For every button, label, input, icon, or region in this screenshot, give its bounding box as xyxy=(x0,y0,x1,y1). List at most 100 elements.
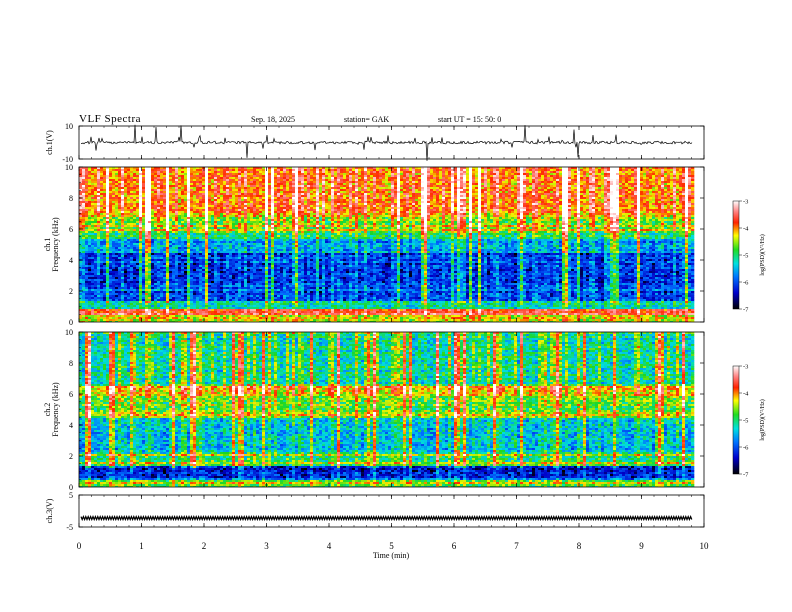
ch1-spectrogram-cell xyxy=(145,289,149,292)
ch1-spectrogram-cell xyxy=(154,319,158,322)
ch1-spectrogram-cell xyxy=(88,213,92,216)
ch1-spectrogram-cell xyxy=(85,311,89,314)
ch1-spectrogram-cell xyxy=(139,287,143,290)
ch1-spectrogram-cell xyxy=(139,205,143,208)
ch1-spectrogram-cell xyxy=(121,179,125,182)
ch1-spectrogram-cell xyxy=(100,189,104,192)
ch1-spectrogram-cell xyxy=(121,269,125,272)
ch1-spectrogram-cell xyxy=(160,245,164,248)
ch1-spectrogram-cell xyxy=(133,311,137,314)
ch1-spectrogram-cell xyxy=(181,271,185,274)
ch1-spectrogram-cell xyxy=(118,299,122,302)
ch1-spectrogram-cell xyxy=(142,189,146,192)
ch1-spectrogram-cell xyxy=(238,269,242,272)
ch1-spectrogram-cell xyxy=(172,235,176,238)
ch1-spectrogram-cell xyxy=(241,273,245,276)
ch1-spectrogram-cell xyxy=(94,203,98,206)
ch1-spectrogram-cell xyxy=(172,251,176,254)
ch1-spectrogram-cell xyxy=(229,269,233,272)
ch1-spectrogram-cell xyxy=(88,227,92,230)
ch1-spectrogram-cell xyxy=(121,245,125,248)
ch1-spectrogram-cell xyxy=(190,253,194,256)
ch1-spectrogram-cell xyxy=(109,285,113,288)
ch1-spectrogram-cell xyxy=(196,209,200,212)
ch1-spectrogram-cell xyxy=(223,215,227,218)
ch1-spectrogram-cell xyxy=(223,227,227,230)
ch1-spectrogram-cell xyxy=(169,257,173,260)
ch1-spectrogram-cell xyxy=(97,255,101,258)
ch1-spectrogram-cell xyxy=(259,317,263,320)
ch1-spectrogram-cell xyxy=(232,217,236,220)
ch1-spectrogram-cell xyxy=(181,267,185,270)
ch1-spectrogram-cell xyxy=(79,187,83,190)
ch1-spectrogram-cell xyxy=(259,289,263,292)
ch1-spectrogram-cell xyxy=(94,245,98,248)
ch1-spectrogram-cell xyxy=(82,185,86,188)
ch1-spectrogram-cell xyxy=(103,185,107,188)
ch1-spectrogram-cell xyxy=(118,289,122,292)
ch1-spectrogram-cell xyxy=(262,301,266,304)
ch1-spectrogram-cell xyxy=(151,317,155,320)
ch1-spectrogram-cell xyxy=(109,191,113,194)
ch1-spectrogram-cell xyxy=(130,249,134,252)
ch1-spectrogram-cell xyxy=(79,167,83,170)
ch1-spectrogram-cell xyxy=(157,195,161,198)
ch1-spectrogram-cell xyxy=(181,209,185,212)
ch1-spectrogram-cell xyxy=(172,193,176,196)
ch1-spectrogram-cell xyxy=(142,183,146,186)
ch1-spectrogram-cell xyxy=(268,311,272,314)
ch1-spectrogram-cell xyxy=(97,279,101,282)
ch1-spectrogram-cell xyxy=(235,217,239,220)
ch1-spectrogram-cell xyxy=(232,301,236,304)
ch1-spectrogram-cell xyxy=(220,215,224,218)
ch1-spectrogram-cell xyxy=(244,309,248,312)
ch1-spectrogram-cell xyxy=(190,321,194,322)
ch1-spectrogram-cell xyxy=(262,313,266,316)
ch1-spectrogram-cell xyxy=(265,247,269,250)
ch1-spectrogram-cell xyxy=(127,303,131,306)
ch1-spectrogram-cell xyxy=(109,185,113,188)
ch1-spectrogram-cell xyxy=(88,185,92,188)
ch1-spectrogram-cell xyxy=(112,199,116,202)
ch1-spectrogram-cell xyxy=(127,247,131,250)
ch1-spectrogram-cell xyxy=(211,311,215,314)
ch1-spectrogram-cell xyxy=(85,247,89,250)
ch1-spectrogram-cell xyxy=(184,237,188,240)
ch1-spectrogram-cell xyxy=(193,313,197,316)
ch1-spectrogram-cell xyxy=(193,265,197,268)
ch1-spectrogram-cell xyxy=(184,289,188,292)
ch1-spectrogram-cell xyxy=(229,219,233,222)
ch1-spectrogram-cell xyxy=(193,209,197,212)
ch1-spectrogram-cell xyxy=(241,241,245,244)
ch1-spectrogram-cell xyxy=(184,179,188,182)
ch1-spectrogram-cell xyxy=(142,301,146,304)
ch1-spectrogram-cell xyxy=(250,193,254,196)
ch1-spectrogram-cell xyxy=(229,231,233,234)
ch1-spectrogram-cell xyxy=(259,233,263,236)
ch1-spectrogram-cell xyxy=(157,219,161,222)
ch1-spectrogram-cell xyxy=(148,189,152,192)
ch1-spectrogram-cell xyxy=(88,223,92,226)
ch1-spectrogram-cell xyxy=(97,293,101,296)
ch1-spectrogram-cell xyxy=(181,317,185,320)
ch1-spectrogram-cell xyxy=(256,189,260,192)
ch1-spectrogram-cell xyxy=(232,271,236,274)
ch1-spectrogram-cell xyxy=(199,277,203,280)
ch1-spectrogram-cell xyxy=(88,175,92,178)
ch1-spectrogram-cell xyxy=(91,275,95,278)
ch1-spectrogram-cell xyxy=(151,235,155,238)
ch1-spectrogram-cell xyxy=(199,283,203,286)
ch1-spectrogram-cell xyxy=(205,263,209,266)
ch1-spectrogram-cell xyxy=(196,255,200,258)
ch1-spectrogram-cell xyxy=(220,249,224,252)
ch1-spectrogram-cell xyxy=(118,297,122,300)
ch1-spectrogram-cell xyxy=(142,233,146,236)
ch1-spectrogram-cell xyxy=(229,227,233,230)
ch1-spectrogram-cell xyxy=(250,261,254,264)
ch1-spectrogram-cell xyxy=(256,173,260,176)
ch1-spectrogram-cell xyxy=(226,169,230,172)
ch1-spectrogram-cell xyxy=(127,287,131,290)
ch1-spectrogram-cell xyxy=(85,171,89,174)
ch1-spectrogram-cell xyxy=(79,219,83,222)
ch1-spectrogram-cell xyxy=(82,187,86,190)
